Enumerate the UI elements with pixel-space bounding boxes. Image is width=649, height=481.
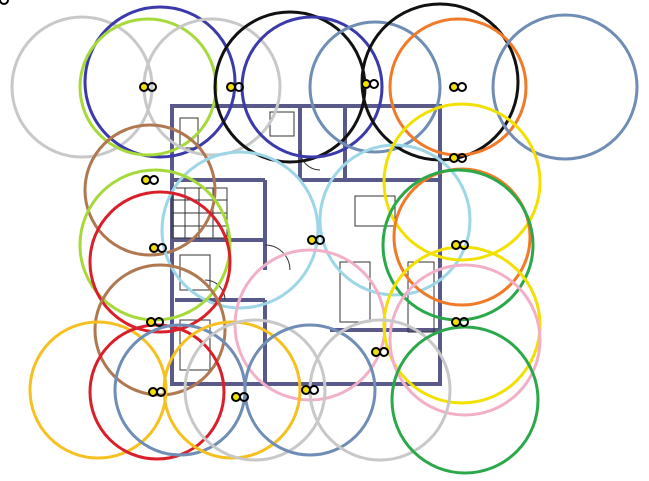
marker — [147, 386, 166, 398]
sofa — [339, 261, 371, 323]
marker — [300, 384, 319, 396]
tile-grid — [172, 188, 227, 238]
circle — [388, 263, 542, 417]
measurement-points — [0, 0, 469, 403]
marker — [140, 174, 159, 186]
coverage-circles — [10, 2, 639, 475]
marker — [448, 152, 467, 164]
circle — [491, 13, 639, 161]
marker — [0, 0, 9, 5]
marker — [370, 346, 389, 358]
marker — [360, 78, 379, 90]
circle — [390, 325, 540, 475]
circle — [83, 123, 217, 257]
circle — [10, 15, 154, 159]
circle — [28, 320, 168, 460]
outer-wall — [170, 104, 442, 386]
circle — [83, 5, 237, 159]
circle — [243, 323, 377, 457]
circle — [160, 150, 320, 310]
circle — [213, 10, 367, 164]
circle — [308, 20, 442, 154]
circle — [88, 190, 232, 334]
marker — [145, 316, 164, 328]
circle — [308, 318, 452, 462]
marker — [225, 81, 244, 93]
bed — [179, 254, 211, 291]
circle — [183, 318, 327, 462]
circle — [382, 102, 542, 262]
marker — [448, 81, 467, 93]
marker-loop — [0, 0, 9, 5]
floor-plan — [170, 104, 442, 386]
circle — [318, 143, 472, 297]
marker — [450, 316, 469, 328]
table — [354, 195, 396, 227]
